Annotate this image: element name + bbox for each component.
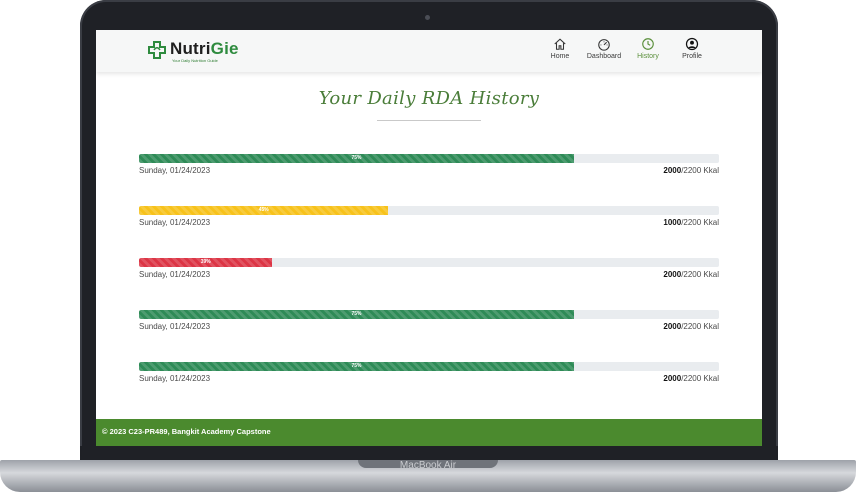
entry-consumed: 2000 — [663, 374, 682, 383]
entry-consumed: 2000 — [663, 322, 682, 331]
history-entry: 75% Sunday, 01/24/2023 2000/2200 Kkal — [139, 362, 719, 414]
history-entry: 45% Sunday, 01/24/2023 1000/2200 Kkal — [139, 206, 719, 258]
history-list: 75% Sunday, 01/24/2023 2000/2200 Kkal 45… — [139, 154, 719, 414]
progress-track: 75% — [139, 154, 719, 163]
progress-track: 39% — [139, 258, 719, 267]
progress-fill: 75% — [139, 154, 574, 163]
progress-track: 75% — [139, 310, 719, 319]
history-entry: 39% Sunday, 01/24/2023 2000/2200 Kkal — [139, 258, 719, 310]
footer: © 2023 C23-PR489, Bangkit Academy Capsto… — [96, 419, 762, 446]
entry-target: /2200 Kkal — [681, 322, 719, 331]
nav-history[interactable]: History — [626, 37, 670, 60]
entry-target: /2200 Kkal — [681, 374, 719, 383]
entry-target: /2200 Kkal — [681, 166, 719, 175]
progress-label: 75% — [351, 363, 362, 369]
entry-date: Sunday, 01/24/2023 — [139, 322, 211, 331]
camera-icon — [425, 15, 430, 20]
progress-fill: 45% — [139, 206, 389, 215]
entry-calories: 2000/2200 Kkal — [663, 270, 719, 279]
entry-date: Sunday, 01/24/2023 — [139, 166, 211, 175]
laptop-notch — [358, 460, 498, 468]
entry-target: /2200 Kkal — [681, 218, 719, 227]
entry-calories: 2000/2200 Kkal — [663, 374, 719, 383]
progress-label: 39% — [200, 259, 211, 265]
entry-calories: 2000/2200 Kkal — [663, 322, 719, 331]
progress-label: 75% — [351, 155, 362, 161]
entry-calories: 2000/2200 Kkal — [663, 166, 719, 175]
page-title: Your Daily RDA History — [318, 88, 540, 109]
gauge-icon — [598, 39, 610, 51]
home-icon — [554, 38, 566, 50]
clock-icon — [642, 38, 654, 50]
progress-fill: 75% — [139, 362, 574, 371]
title-divider — [377, 120, 481, 121]
laptop-bezel — [80, 446, 778, 460]
progress-label: 45% — [258, 207, 269, 213]
history-entry: 75% Sunday, 01/24/2023 2000/2200 Kkal — [139, 310, 719, 362]
entry-target: /2200 Kkal — [681, 270, 719, 279]
entry-consumed: 2000 — [663, 270, 682, 279]
progress-fill: 75% — [139, 310, 574, 319]
nav-profile[interactable]: Profile — [670, 37, 714, 60]
app-screen: NutriGie Your Daily Nutrition Guide Home… — [96, 30, 762, 446]
navbar: NutriGie Your Daily Nutrition Guide Home… — [96, 30, 762, 72]
entry-date: Sunday, 01/24/2023 — [139, 270, 211, 279]
nav-history-label: History — [637, 53, 659, 60]
entry-date: Sunday, 01/24/2023 — [139, 218, 211, 227]
logo-mark-icon — [148, 41, 166, 59]
history-entry: 75% Sunday, 01/24/2023 2000/2200 Kkal — [139, 154, 719, 206]
progress-track: 45% — [139, 206, 719, 215]
nav-profile-label: Profile — [682, 53, 702, 60]
nav-home-label: Home — [550, 53, 570, 60]
footer-copyright: © 2023 C23-PR489, Bangkit Academy Capsto… — [102, 427, 271, 436]
main-nav: Home Dashboard History Profile — [538, 37, 714, 60]
brand-name: NutriGie — [170, 39, 239, 58]
progress-label: 75% — [351, 311, 362, 317]
user-circle-icon — [685, 37, 699, 51]
entry-calories: 1000/2200 Kkal — [663, 218, 719, 227]
entry-consumed: 1000 — [663, 218, 682, 227]
brand-tagline: Your Daily Nutrition Guide — [172, 58, 218, 63]
nav-dashboard[interactable]: Dashboard — [582, 37, 626, 60]
progress-fill: 39% — [139, 258, 273, 267]
entry-date: Sunday, 01/24/2023 — [139, 374, 211, 383]
entry-consumed: 2000 — [663, 166, 682, 175]
device-label: MacBook Air — [399, 460, 457, 471]
nav-dashboard-label: Dashboard — [586, 53, 622, 60]
nav-home[interactable]: Home — [538, 37, 582, 60]
progress-track: 75% — [139, 362, 719, 371]
